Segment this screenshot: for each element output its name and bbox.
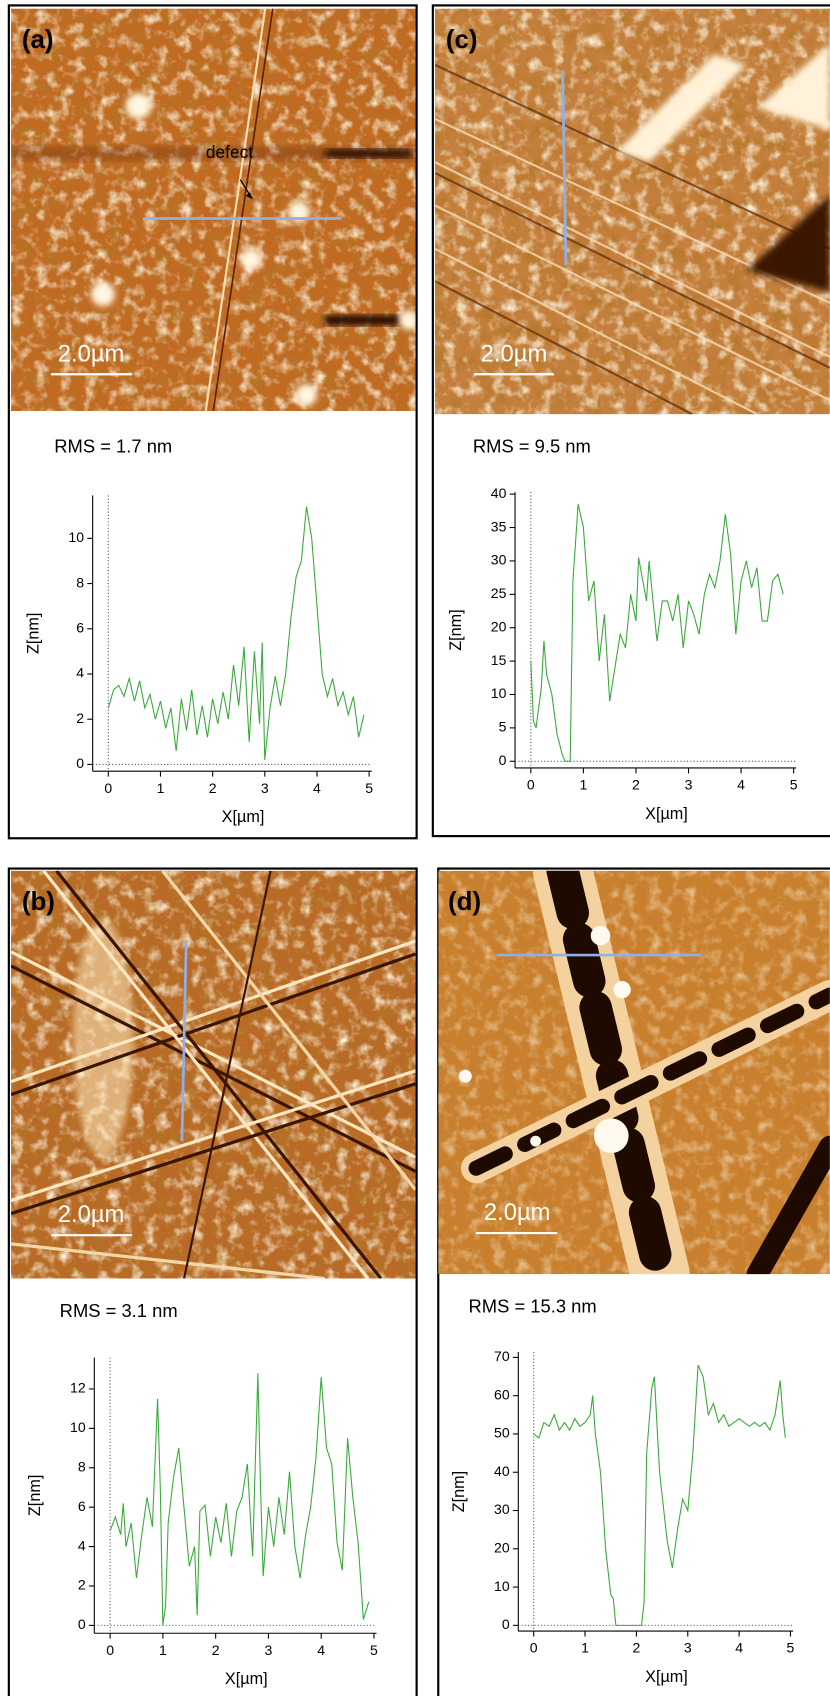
y-tick-label: 5 [499, 719, 507, 735]
x-tick-label: 4 [737, 777, 745, 793]
scale-bar-label: 2.0µm [481, 340, 548, 367]
panel-frame [437, 867, 830, 1696]
profile-line [533, 1364, 786, 1626]
y-tick-label: 4 [78, 1537, 86, 1553]
x-tick-label: 5 [787, 1640, 795, 1656]
y-tick-label: 25 [491, 585, 507, 601]
y-tick-label: 4 [76, 665, 84, 681]
afm-image [11, 870, 416, 1279]
y-axis-label: Z[nm] [25, 613, 43, 654]
y-tick-label: 10 [494, 1578, 510, 1594]
panel-frame [7, 867, 418, 1696]
x-tick-label: 2 [632, 1640, 640, 1656]
scale-bar-label: 2.0µm [484, 1199, 551, 1226]
afm-image [435, 8, 830, 415]
panel-frame [7, 4, 418, 840]
y-tick-label: 10 [68, 529, 84, 545]
x-tick-label: 5 [365, 780, 373, 796]
panel-frame [431, 4, 830, 838]
y-tick-label: 30 [494, 1501, 510, 1517]
annotation: defect [206, 142, 253, 162]
y-tick-label: 30 [491, 552, 507, 568]
y-tick-label: 0 [78, 1616, 86, 1632]
profile-line [107, 506, 365, 760]
y-tick-label: 0 [502, 1616, 510, 1632]
y-tick-label: 12 [70, 1380, 86, 1396]
x-tick-label: 3 [684, 1640, 692, 1656]
scale-bar-label: 2.0µm [58, 340, 125, 367]
panel-label: (c) [446, 26, 478, 54]
y-tick-label: 10 [491, 685, 507, 701]
y-tick-label: 0 [76, 755, 84, 771]
y-tick-label: 15 [491, 652, 507, 668]
y-axis-label: Z[nm] [447, 609, 465, 650]
y-tick-label: 6 [76, 619, 84, 635]
y-tick-label: 50 [494, 1425, 510, 1441]
x-tick-label: 1 [157, 780, 165, 796]
afm-image [11, 8, 416, 412]
y-tick-label: 40 [491, 485, 507, 501]
x-tick-label: 2 [212, 1642, 220, 1658]
x-tick-label: 4 [313, 780, 321, 796]
y-tick-label: 8 [76, 574, 84, 590]
scale-bar-label: 2.0µm [58, 1201, 125, 1228]
panel-label: (b) [22, 888, 55, 916]
x-tick-label: 3 [261, 780, 269, 796]
y-tick-label: 70 [494, 1348, 510, 1364]
y-tick-label: 20 [494, 1540, 510, 1556]
y-tick-label: 6 [78, 1498, 86, 1514]
x-tick-label: 3 [685, 777, 693, 793]
x-tick-label: 5 [370, 1642, 378, 1658]
y-tick-label: 20 [491, 618, 507, 634]
rms-label: RMS = 1.7 nm [54, 436, 172, 457]
profile-line [530, 504, 784, 762]
x-tick-label: 4 [735, 1640, 743, 1656]
rms-label: RMS = 9.5 nm [473, 436, 591, 457]
afm-image [438, 870, 830, 1275]
x-tick-label: 1 [581, 1640, 589, 1656]
x-tick-label: 3 [265, 1642, 273, 1658]
x-axis-label: X[µm] [645, 805, 688, 823]
y-tick-label: 2 [78, 1577, 86, 1593]
y-tick-label: 35 [491, 518, 507, 534]
y-axis-label: Z[nm] [26, 1475, 44, 1516]
x-tick-label: 2 [632, 777, 640, 793]
y-tick-label: 2 [76, 710, 84, 726]
x-tick-label: 5 [790, 777, 798, 793]
profile-line [109, 1373, 370, 1626]
x-tick-label: 0 [530, 1640, 538, 1656]
y-tick-label: 8 [78, 1458, 86, 1474]
panel-label: (a) [22, 26, 54, 54]
x-axis-label: X[µm] [222, 808, 265, 826]
y-tick-label: 0 [499, 752, 507, 768]
x-tick-label: 4 [317, 1642, 325, 1658]
x-axis-label: X[µm] [225, 1670, 268, 1688]
panel-label: (d) [448, 888, 481, 916]
x-axis-label: X[µm] [645, 1668, 688, 1686]
y-axis-label: Z[nm] [450, 1471, 468, 1512]
rms-label: RMS = 3.1 nm [60, 1300, 178, 1321]
x-tick-label: 2 [209, 780, 217, 796]
rms-label: RMS = 15.3 nm [469, 1296, 597, 1317]
y-tick-label: 10 [70, 1419, 86, 1435]
x-tick-label: 0 [104, 780, 112, 796]
y-tick-label: 60 [494, 1386, 510, 1402]
x-tick-label: 1 [159, 1642, 167, 1658]
x-tick-label: 1 [579, 777, 587, 793]
x-tick-label: 0 [106, 1642, 114, 1658]
y-tick-label: 40 [494, 1463, 510, 1479]
x-tick-label: 0 [527, 777, 535, 793]
